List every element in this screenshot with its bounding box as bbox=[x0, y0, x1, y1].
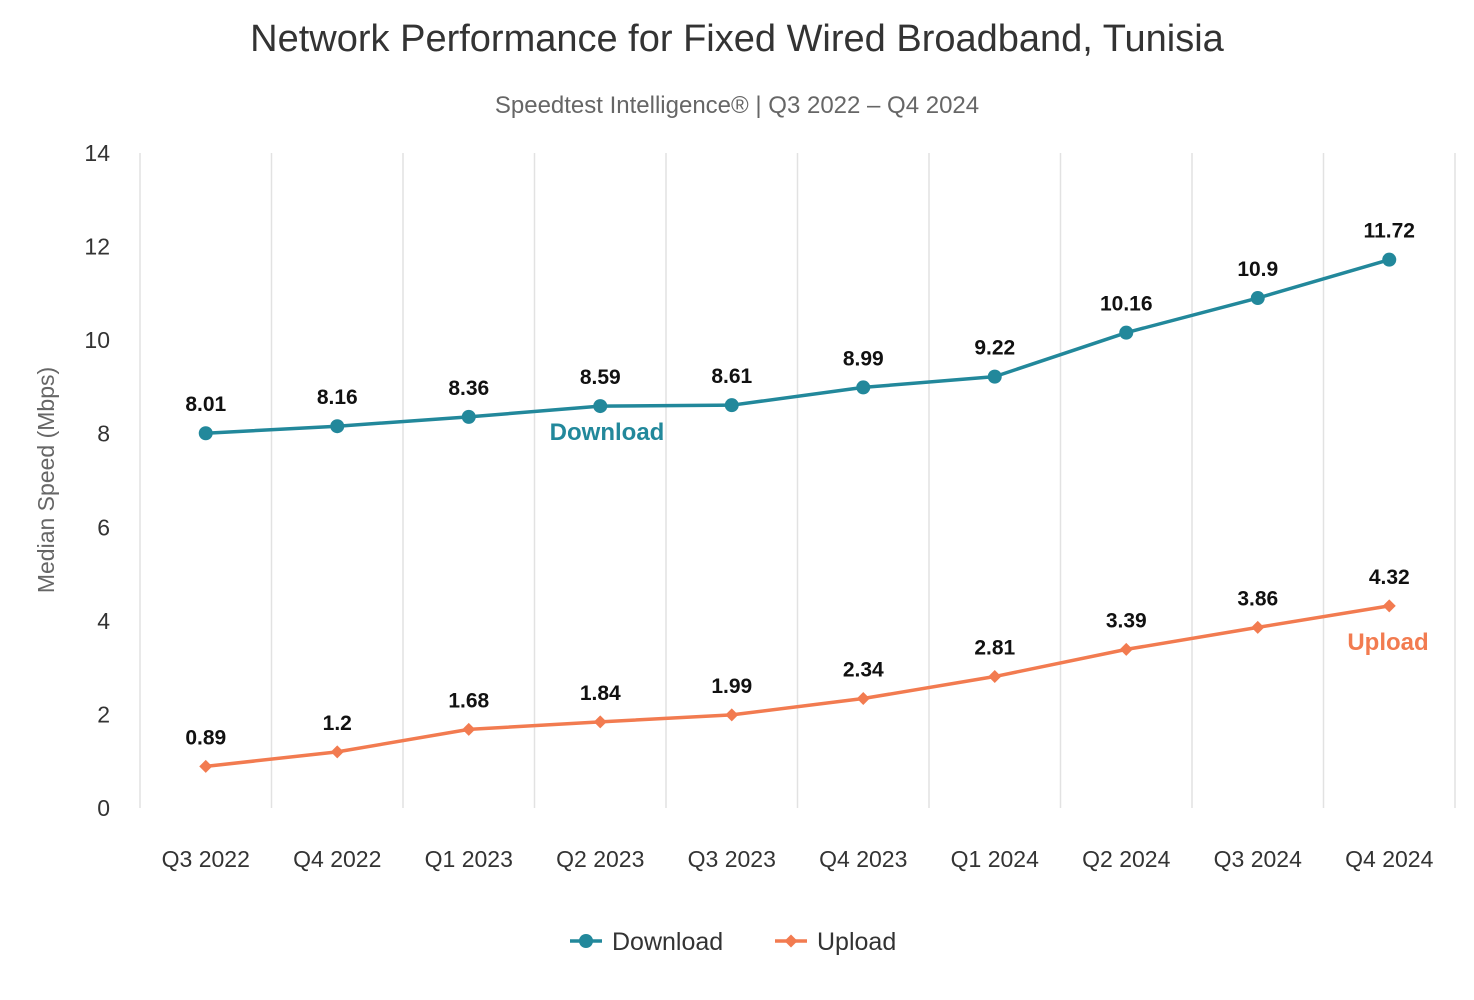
x-tick-label: Q2 2024 bbox=[1082, 846, 1170, 872]
y-axis-ticks: 0 2 4 6 8 10 12 14 bbox=[84, 140, 110, 821]
upload-point bbox=[199, 759, 213, 773]
data-label: 9.22 bbox=[974, 337, 1015, 360]
upload-point bbox=[856, 692, 870, 706]
data-label: 8.01 bbox=[185, 393, 226, 416]
upload-point bbox=[330, 745, 344, 759]
data-label: 8.16 bbox=[317, 386, 358, 409]
legend-item-download[interactable]: Download bbox=[570, 928, 723, 956]
x-axis-ticks: Q3 2022 Q4 2022 Q1 2023 Q2 2023 Q3 2023 Q4 20… bbox=[162, 846, 1434, 872]
upload-point bbox=[1251, 620, 1265, 634]
x-tick-label: Q3 2022 bbox=[162, 846, 250, 872]
upload-inline-label: Upload bbox=[1347, 629, 1428, 656]
legend-label: Download bbox=[612, 928, 723, 956]
data-label: 10.9 bbox=[1237, 258, 1278, 281]
y-tick-label: 6 bbox=[97, 514, 110, 540]
download-inline-label: Download bbox=[550, 419, 665, 446]
upload-point bbox=[1119, 642, 1133, 656]
upload-point bbox=[988, 670, 1002, 684]
x-tick-label: Q1 2023 bbox=[425, 846, 513, 872]
chart-subtitle: Speedtest Intelligence® | Q3 2022 – Q4 2… bbox=[495, 92, 979, 119]
gridlines bbox=[139, 153, 1456, 808]
x-tick-label: Q4 2023 bbox=[819, 846, 907, 872]
download-point bbox=[1382, 252, 1397, 267]
upload-point bbox=[1382, 599, 1396, 613]
download-line bbox=[205, 257, 1390, 435]
data-label: 10.16 bbox=[1100, 293, 1153, 316]
download-point bbox=[1119, 325, 1134, 340]
y-tick-label: 4 bbox=[97, 608, 110, 634]
legend-circle-icon bbox=[579, 934, 593, 948]
x-tick-label: Q1 2024 bbox=[951, 846, 1039, 872]
data-label: 2.81 bbox=[974, 637, 1015, 660]
download-point bbox=[330, 419, 345, 434]
upload-line bbox=[205, 604, 1390, 769]
data-label: 11.72 bbox=[1364, 220, 1415, 243]
download-point bbox=[593, 399, 608, 414]
x-tick-label: Q4 2022 bbox=[293, 846, 381, 872]
y-tick-label: 10 bbox=[84, 327, 110, 353]
y-tick-label: 2 bbox=[97, 701, 110, 727]
data-label: 2.34 bbox=[843, 659, 884, 682]
data-label: 8.61 bbox=[711, 365, 752, 388]
x-tick-label: Q4 2024 bbox=[1345, 846, 1433, 872]
upload-point bbox=[593, 715, 607, 729]
download-point bbox=[987, 369, 1002, 384]
data-label: 3.39 bbox=[1106, 609, 1147, 632]
series-upload: 0.89 1.2 1.68 1.84 1.99 2.34 2.81 3.39 3.86 4.32 U… bbox=[185, 566, 1429, 773]
download-point bbox=[198, 426, 213, 441]
series-download: 8.01 8.16 8.36 8.59 8.61 8.99 9.22 10.16 10.9 11.… bbox=[185, 220, 1415, 446]
data-label: 1.68 bbox=[448, 689, 489, 712]
series-group: 8.01 8.16 8.36 8.59 8.61 8.99 9.22 10.16 10.9 11.… bbox=[185, 220, 1429, 773]
data-label: 1.99 bbox=[711, 675, 752, 698]
data-label: 4.32 bbox=[1369, 566, 1410, 589]
y-tick-label: 8 bbox=[97, 421, 110, 447]
x-tick-label: Q2 2023 bbox=[556, 846, 644, 872]
legend-item-upload[interactable]: Upload bbox=[775, 928, 896, 956]
y-axis-label: Median Speed (Mbps) bbox=[33, 367, 59, 593]
y-tick-label: 12 bbox=[84, 234, 110, 260]
data-label: 8.59 bbox=[580, 366, 621, 389]
data-label: 8.36 bbox=[448, 377, 489, 400]
data-label: 3.86 bbox=[1237, 587, 1278, 610]
data-label: 1.2 bbox=[323, 712, 352, 735]
download-point bbox=[461, 409, 476, 424]
legend: Download Upload bbox=[570, 928, 896, 956]
download-point bbox=[856, 380, 871, 395]
upload-point bbox=[462, 722, 476, 736]
x-tick-label: Q3 2023 bbox=[688, 846, 776, 872]
download-point bbox=[1250, 291, 1265, 306]
data-label: 8.99 bbox=[843, 347, 884, 370]
download-point bbox=[724, 398, 739, 413]
y-tick-label: 0 bbox=[97, 795, 110, 821]
y-tick-label: 14 bbox=[84, 140, 110, 166]
chart-title: Network Performance for Fixed Wired Broa… bbox=[250, 18, 1225, 60]
upload-point bbox=[725, 708, 739, 722]
x-tick-label: Q3 2024 bbox=[1214, 846, 1302, 872]
legend-label: Upload bbox=[817, 928, 896, 956]
data-label: 1.84 bbox=[580, 682, 621, 705]
legend-diamond-icon bbox=[784, 934, 798, 948]
data-label: 0.89 bbox=[185, 726, 226, 749]
